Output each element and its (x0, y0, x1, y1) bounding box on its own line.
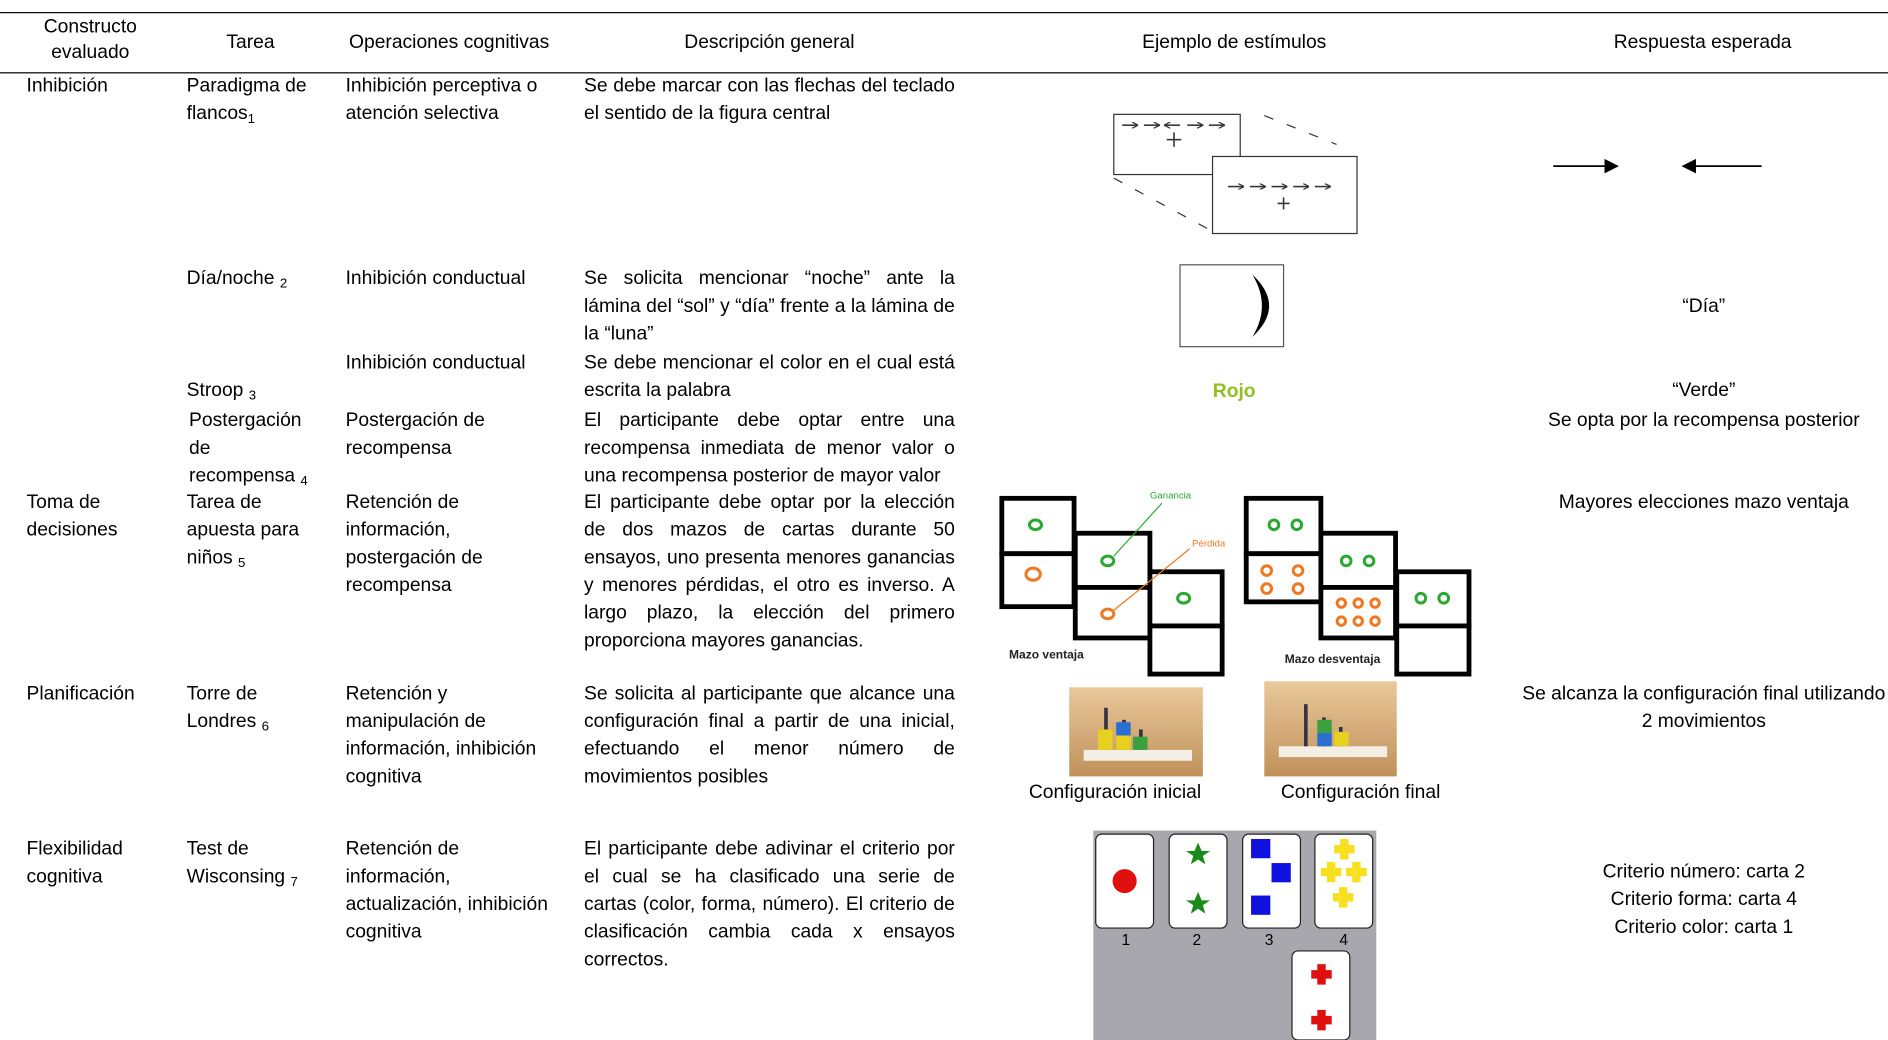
construct: Planificación (26, 683, 135, 705)
operations: Inhibición conductual (345, 352, 526, 374)
tower-photo (1069, 681, 1397, 777)
task-ref: 2 (279, 276, 288, 292)
header-cell: Respuesta esperada (1613, 32, 1792, 53)
task-ref: 4 (300, 474, 308, 489)
top-rule (0, 12, 1888, 14)
task-name: Postergación de recompensa (189, 410, 302, 487)
task: Stroop 3 (187, 377, 317, 405)
tower-caption: Configuración final (1281, 782, 1440, 803)
task-ref: 6 (261, 719, 270, 735)
response-line: Criterio color: carta 1 (1614, 917, 1794, 938)
operations: Inhibición conductual (345, 268, 526, 289)
construct: Toma de decisiones (26, 492, 118, 541)
description: Se debe mencionar el color en el cual es… (583, 352, 955, 401)
header-cell: Ejemplo de estímulos (1142, 32, 1327, 53)
card-number: 1 (1121, 932, 1130, 949)
stroop-word: Rojo (1213, 381, 1256, 402)
task-name: Paradigma de flancos (186, 75, 307, 124)
card-number: 3 (1265, 932, 1274, 949)
tower-caption: Configuración inicial (1029, 782, 1201, 803)
task-name: Día/noche (186, 268, 275, 289)
operations: Retención de información, actualización,… (345, 838, 548, 943)
task: Test de Wisconsing 7 (187, 835, 301, 890)
response-line: Criterio forma: carta 4 (1610, 889, 1797, 910)
construct: Flexibilidad cognitiva (26, 838, 123, 888)
task: Paradigma de flancos1 (187, 72, 317, 127)
task: Postergación de recompensa 4 (189, 407, 319, 490)
response: “Verde” (1672, 380, 1736, 401)
deck-label: Mazo desventaja (1285, 652, 1381, 666)
wisconsin-cards (1093, 830, 1377, 1040)
description: Se solicita al participante que alcance … (583, 683, 955, 788)
response: “Día” (1682, 296, 1726, 317)
operations: Retención y manipulación de información,… (345, 683, 537, 788)
response: Criterio número: carta 2 Criterio forma: … (1516, 858, 1888, 941)
response: Mayores elecciones mazo ventaja (1558, 492, 1849, 513)
task-ref: 3 (248, 388, 257, 404)
task-name: Test de Wisconsing (186, 838, 286, 888)
task: Día/noche 2 (187, 265, 317, 293)
header-cell: Tarea (226, 32, 275, 53)
header-cell: Constructo evaluado (43, 16, 137, 63)
task-ref: 7 (290, 875, 298, 890)
card-number: 2 (1193, 932, 1202, 949)
deck-tokens (1024, 502, 1451, 627)
header-cell: Descripción general (684, 32, 855, 53)
loss-label: Pérdida (1192, 538, 1226, 549)
response: Se opta por la recompensa posterior (1547, 410, 1860, 431)
header-rule (0, 72, 1888, 74)
response: Se alcanza la configuración final utiliz… (1522, 683, 1886, 732)
task-ref: 5 (238, 556, 246, 571)
description: El participante debe optar por la elecci… (583, 492, 955, 652)
description: El participante debe adivinar el criteri… (583, 838, 955, 971)
task: Tarea de apuesta para niños 5 (187, 489, 317, 572)
gain-label: Ganancia (1150, 490, 1192, 501)
deck-label: Mazo ventaja (1009, 647, 1084, 661)
task-name: Stroop (186, 380, 244, 401)
operations: Postergación de recompensa (345, 410, 485, 459)
task: Torre de Londres 6 (187, 680, 295, 735)
card-number: 4 (1339, 932, 1348, 949)
description: Se solicita mencionar “noche” ante la lá… (583, 268, 955, 345)
task-ref: 1 (247, 111, 256, 127)
description: Se debe marcar con las flechas del tecla… (583, 75, 955, 124)
header-cell: Operaciones cognitivas (349, 32, 550, 53)
gambling-decks (999, 495, 1472, 677)
flanker-stimulus (1113, 113, 1358, 235)
operations: Inhibición perceptiva o atención selecti… (345, 75, 538, 124)
construct: Inhibición (26, 75, 108, 97)
operations: Retención de información, postergación d… (345, 492, 483, 596)
moon-card (1179, 264, 1285, 348)
description: El participante debe optar entre una rec… (583, 410, 955, 487)
response-line: Criterio número: carta 2 (1602, 861, 1805, 883)
task-name: Torre de Londres (186, 683, 258, 732)
task-name: Tarea de apuesta para niños (186, 492, 300, 569)
